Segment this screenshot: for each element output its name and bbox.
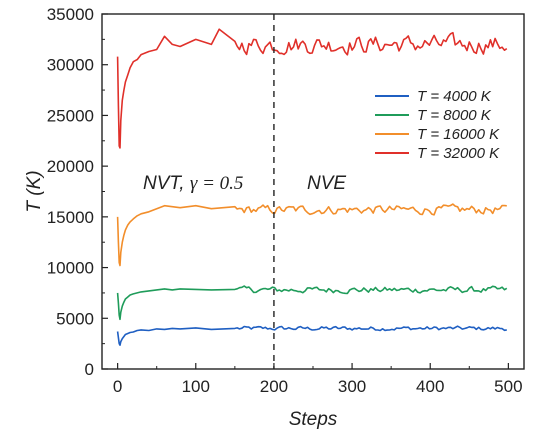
y-tick-label: 0 <box>85 360 94 379</box>
x-tick-label: 0 <box>113 377 122 396</box>
nvt-label: NVT, <box>143 173 190 194</box>
series-line-2 <box>116 285 508 321</box>
y-axis-title: T (K) <box>24 170 45 212</box>
y-tick-label: 10000 <box>47 259 94 278</box>
legend-label: T = 8000 K <box>417 107 492 124</box>
y-tick-label: 30000 <box>47 56 94 75</box>
x-tick-label: 100 <box>182 377 210 396</box>
series-line-4 <box>116 28 508 149</box>
legend-label: T = 16000 K <box>417 126 500 143</box>
y-tick-label: 25000 <box>47 106 94 125</box>
nve-annotation: NVE <box>307 173 346 194</box>
x-tick-label: 200 <box>260 377 288 396</box>
gamma-label: γ = 0.5 <box>190 173 244 194</box>
y-tick-label: 35000 <box>47 5 94 24</box>
y-tick-label: 15000 <box>47 208 94 227</box>
series-line-1 <box>116 325 507 346</box>
series-line-3 <box>116 203 507 267</box>
legend-label: T = 4000 K <box>417 88 492 105</box>
series-layer <box>116 28 508 346</box>
x-tick-label: 400 <box>416 377 444 396</box>
x-tick-label: 300 <box>338 377 366 396</box>
y-tick-label: 5000 <box>56 309 94 328</box>
nvt-annotation: NVT, γ = 0.5 <box>143 173 243 194</box>
y-tick-label: 20000 <box>47 157 94 176</box>
legend-label: T = 32000 K <box>417 145 500 162</box>
legend: T = 4000 K T = 8000 K T = 16000 K T = 32000… <box>375 88 500 162</box>
ticks-layer: 0 5000 10000 15000 20000 25000 30000 35000 0 100 2… <box>47 5 523 396</box>
x-tick-label: 500 <box>494 377 522 396</box>
x-axis-title: Steps <box>289 409 338 430</box>
